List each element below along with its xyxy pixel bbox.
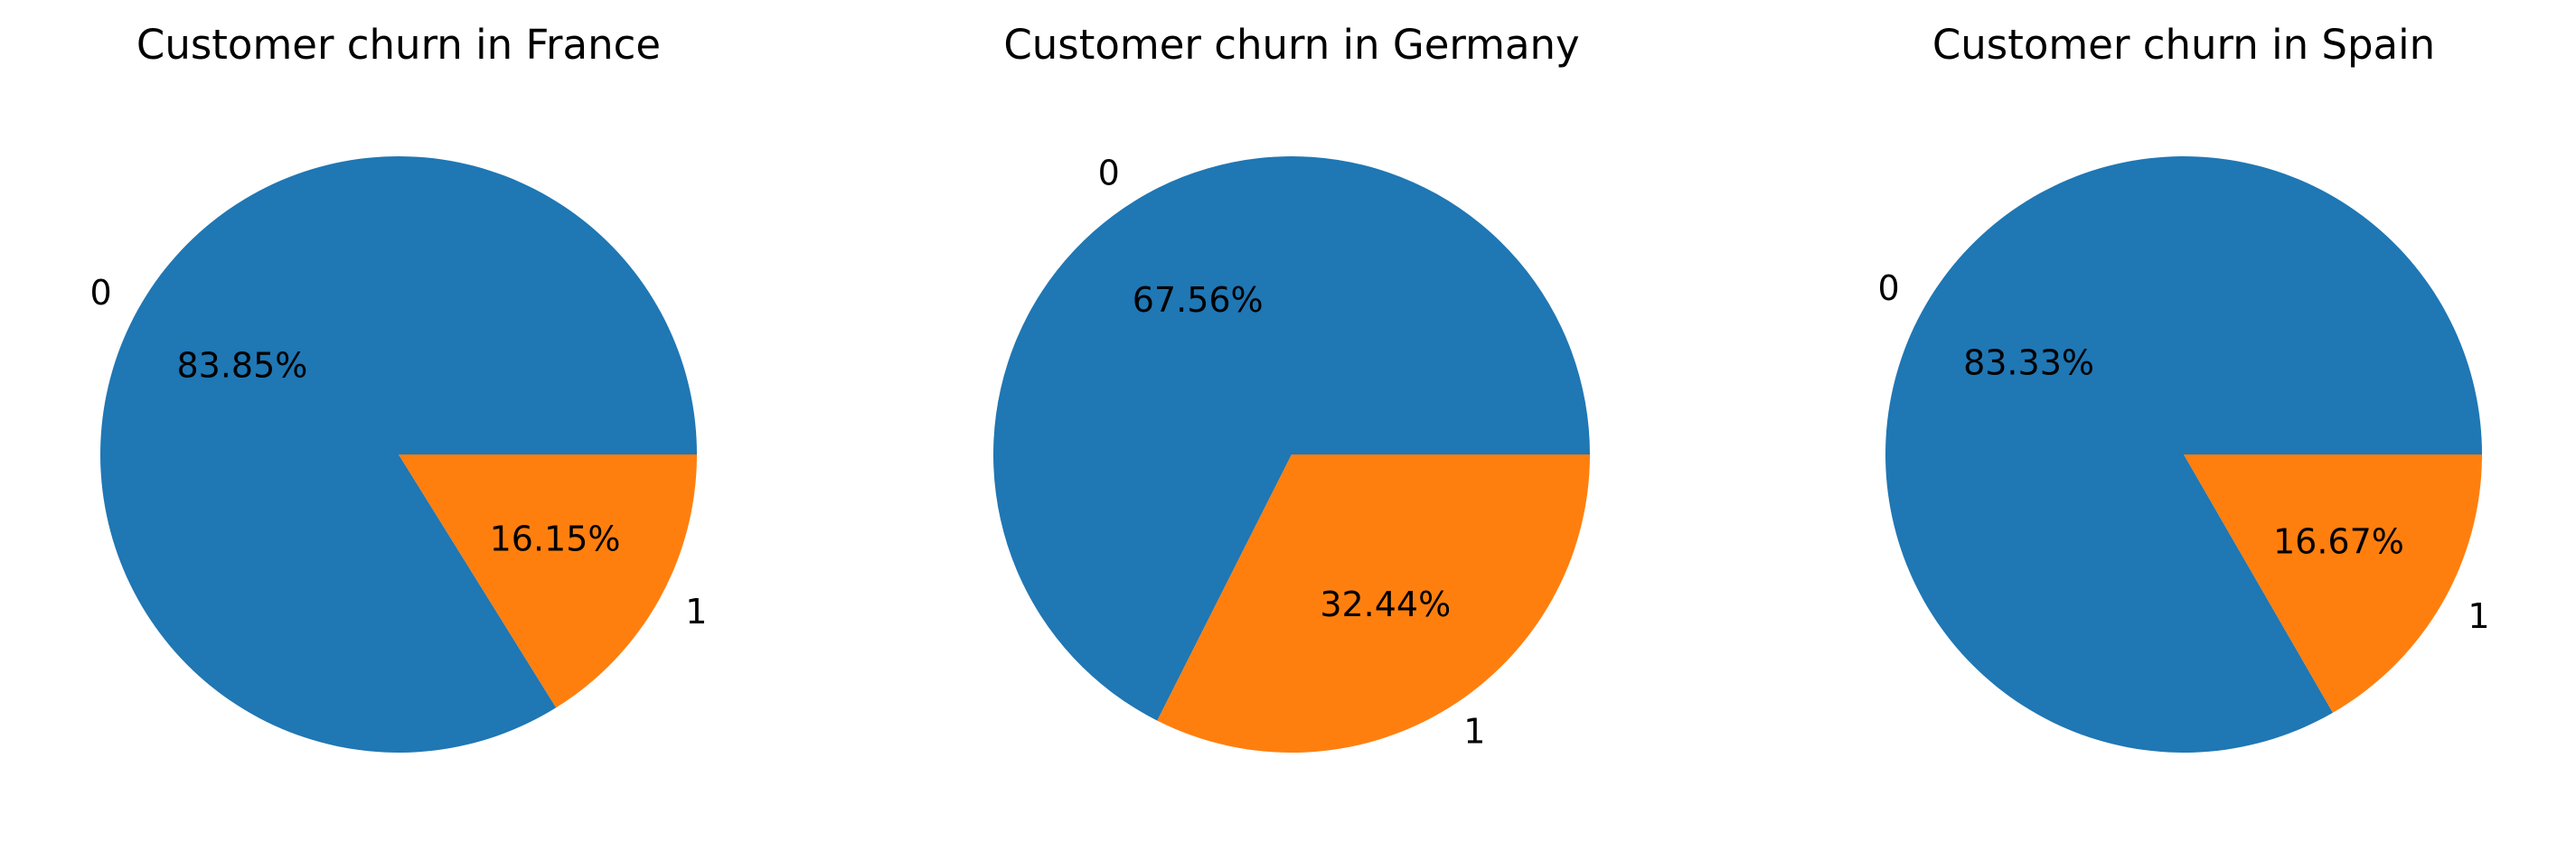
slice-percent-label: 16.15% (490, 520, 621, 559)
pie-slice-0 (99, 156, 697, 753)
slice-label: 0 (90, 273, 112, 313)
slice-label: 0 (1098, 153, 1120, 192)
pie-slice-0 (993, 155, 1590, 721)
slice-label: 1 (685, 592, 707, 632)
slice-label: 0 (1877, 268, 1899, 308)
pie-chart: Customer churn in Spain 0 83.33% 1 16.67% (1877, 21, 2490, 754)
pie-slice-1 (399, 454, 697, 708)
chart-title: Customer churn in Germany (1003, 21, 1579, 69)
slice-percent-label: 83.85% (176, 345, 307, 385)
pie-chart: Customer churn in France 0 83.85% 1 16.15% (90, 21, 707, 753)
pie-slice-1 (2184, 454, 2482, 713)
slice-percent-label: 32.44% (1320, 585, 1451, 624)
slice-percent-label: 16.67% (2273, 522, 2404, 562)
slice-label: 1 (1463, 712, 1485, 752)
slice-percent-label: 83.33% (1963, 342, 2094, 382)
pie-chart: Customer churn in Germany 0 67.56% 1 32.44% (993, 21, 1590, 753)
chart-title: Customer churn in France (136, 21, 661, 69)
pie-slice-0 (1885, 155, 2482, 754)
slice-percent-label: 67.56% (1133, 280, 1264, 320)
slice-label: 1 (2468, 596, 2489, 636)
chart-title: Customer churn in Spain (1932, 21, 2435, 69)
pie-slice-1 (1157, 454, 1590, 753)
